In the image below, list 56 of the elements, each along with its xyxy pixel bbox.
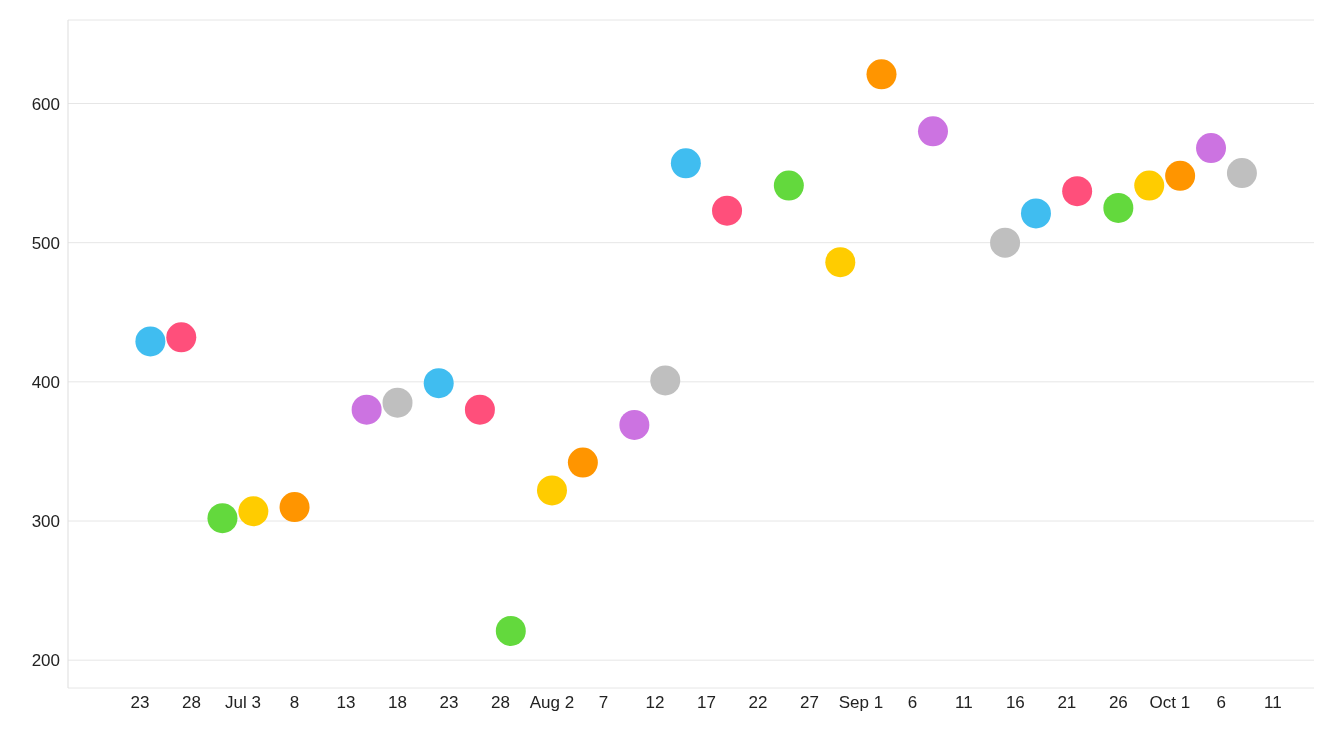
x-tick-label: 28: [491, 693, 510, 713]
x-tick-label: Oct 1: [1149, 693, 1191, 713]
point: [670, 148, 701, 179]
point: [1165, 160, 1196, 191]
x-tick-label: 7: [598, 693, 609, 713]
point: [464, 394, 495, 425]
point: [1196, 133, 1227, 164]
point: [1062, 176, 1093, 207]
point: [866, 59, 897, 90]
x-tick-label: 27: [799, 693, 819, 713]
point: [1103, 192, 1134, 223]
x-tick-label: 28: [182, 693, 202, 713]
point: [536, 475, 567, 506]
x-tick-label: Sep 1: [838, 693, 884, 713]
x-tick-label: 23: [130, 693, 150, 713]
point: [495, 615, 526, 646]
point: [382, 387, 413, 418]
y-tick-label: 200: [31, 651, 60, 671]
point: [166, 322, 197, 353]
x-tick-label: 16: [1005, 693, 1025, 713]
point: [773, 170, 804, 201]
y-tick-label: 500: [31, 233, 60, 253]
point: [712, 195, 743, 226]
point: [567, 447, 598, 478]
x-tick-label: 26: [1108, 693, 1128, 713]
x-tick-label: 11: [955, 693, 973, 713]
point: [1134, 170, 1165, 201]
point: [351, 394, 382, 425]
point: [1020, 198, 1051, 229]
y-tick-label: 400: [31, 372, 60, 392]
x-tick-label: 22: [748, 693, 768, 713]
x-tick-label: 23: [439, 693, 459, 713]
x-tick-label: 18: [388, 693, 407, 713]
point: [917, 116, 948, 147]
x-tick-label: 21: [1057, 693, 1077, 713]
point: [825, 247, 856, 278]
x-tick-label: 8: [289, 693, 300, 713]
point: [423, 368, 454, 399]
point: [135, 326, 166, 357]
x-tick-label: 6: [1216, 693, 1227, 713]
point: [207, 503, 238, 534]
point: [650, 365, 681, 396]
x-tick-label: 13: [336, 693, 356, 713]
x-tick-label: 17: [696, 693, 716, 713]
point: [279, 492, 310, 523]
x-tick-label: 6: [907, 693, 918, 713]
x-tick-label: Jul 3: [225, 693, 262, 713]
x-tick-label: 12: [645, 693, 665, 713]
x-tick-label: 11: [1263, 693, 1282, 713]
y-tick-label: 300: [31, 512, 60, 532]
y-tick-label: 600: [31, 94, 60, 114]
point: [619, 409, 650, 440]
point: [238, 496, 269, 527]
point: [1226, 158, 1257, 189]
point: [990, 227, 1021, 258]
x-tick-label: Aug 2: [529, 693, 575, 713]
